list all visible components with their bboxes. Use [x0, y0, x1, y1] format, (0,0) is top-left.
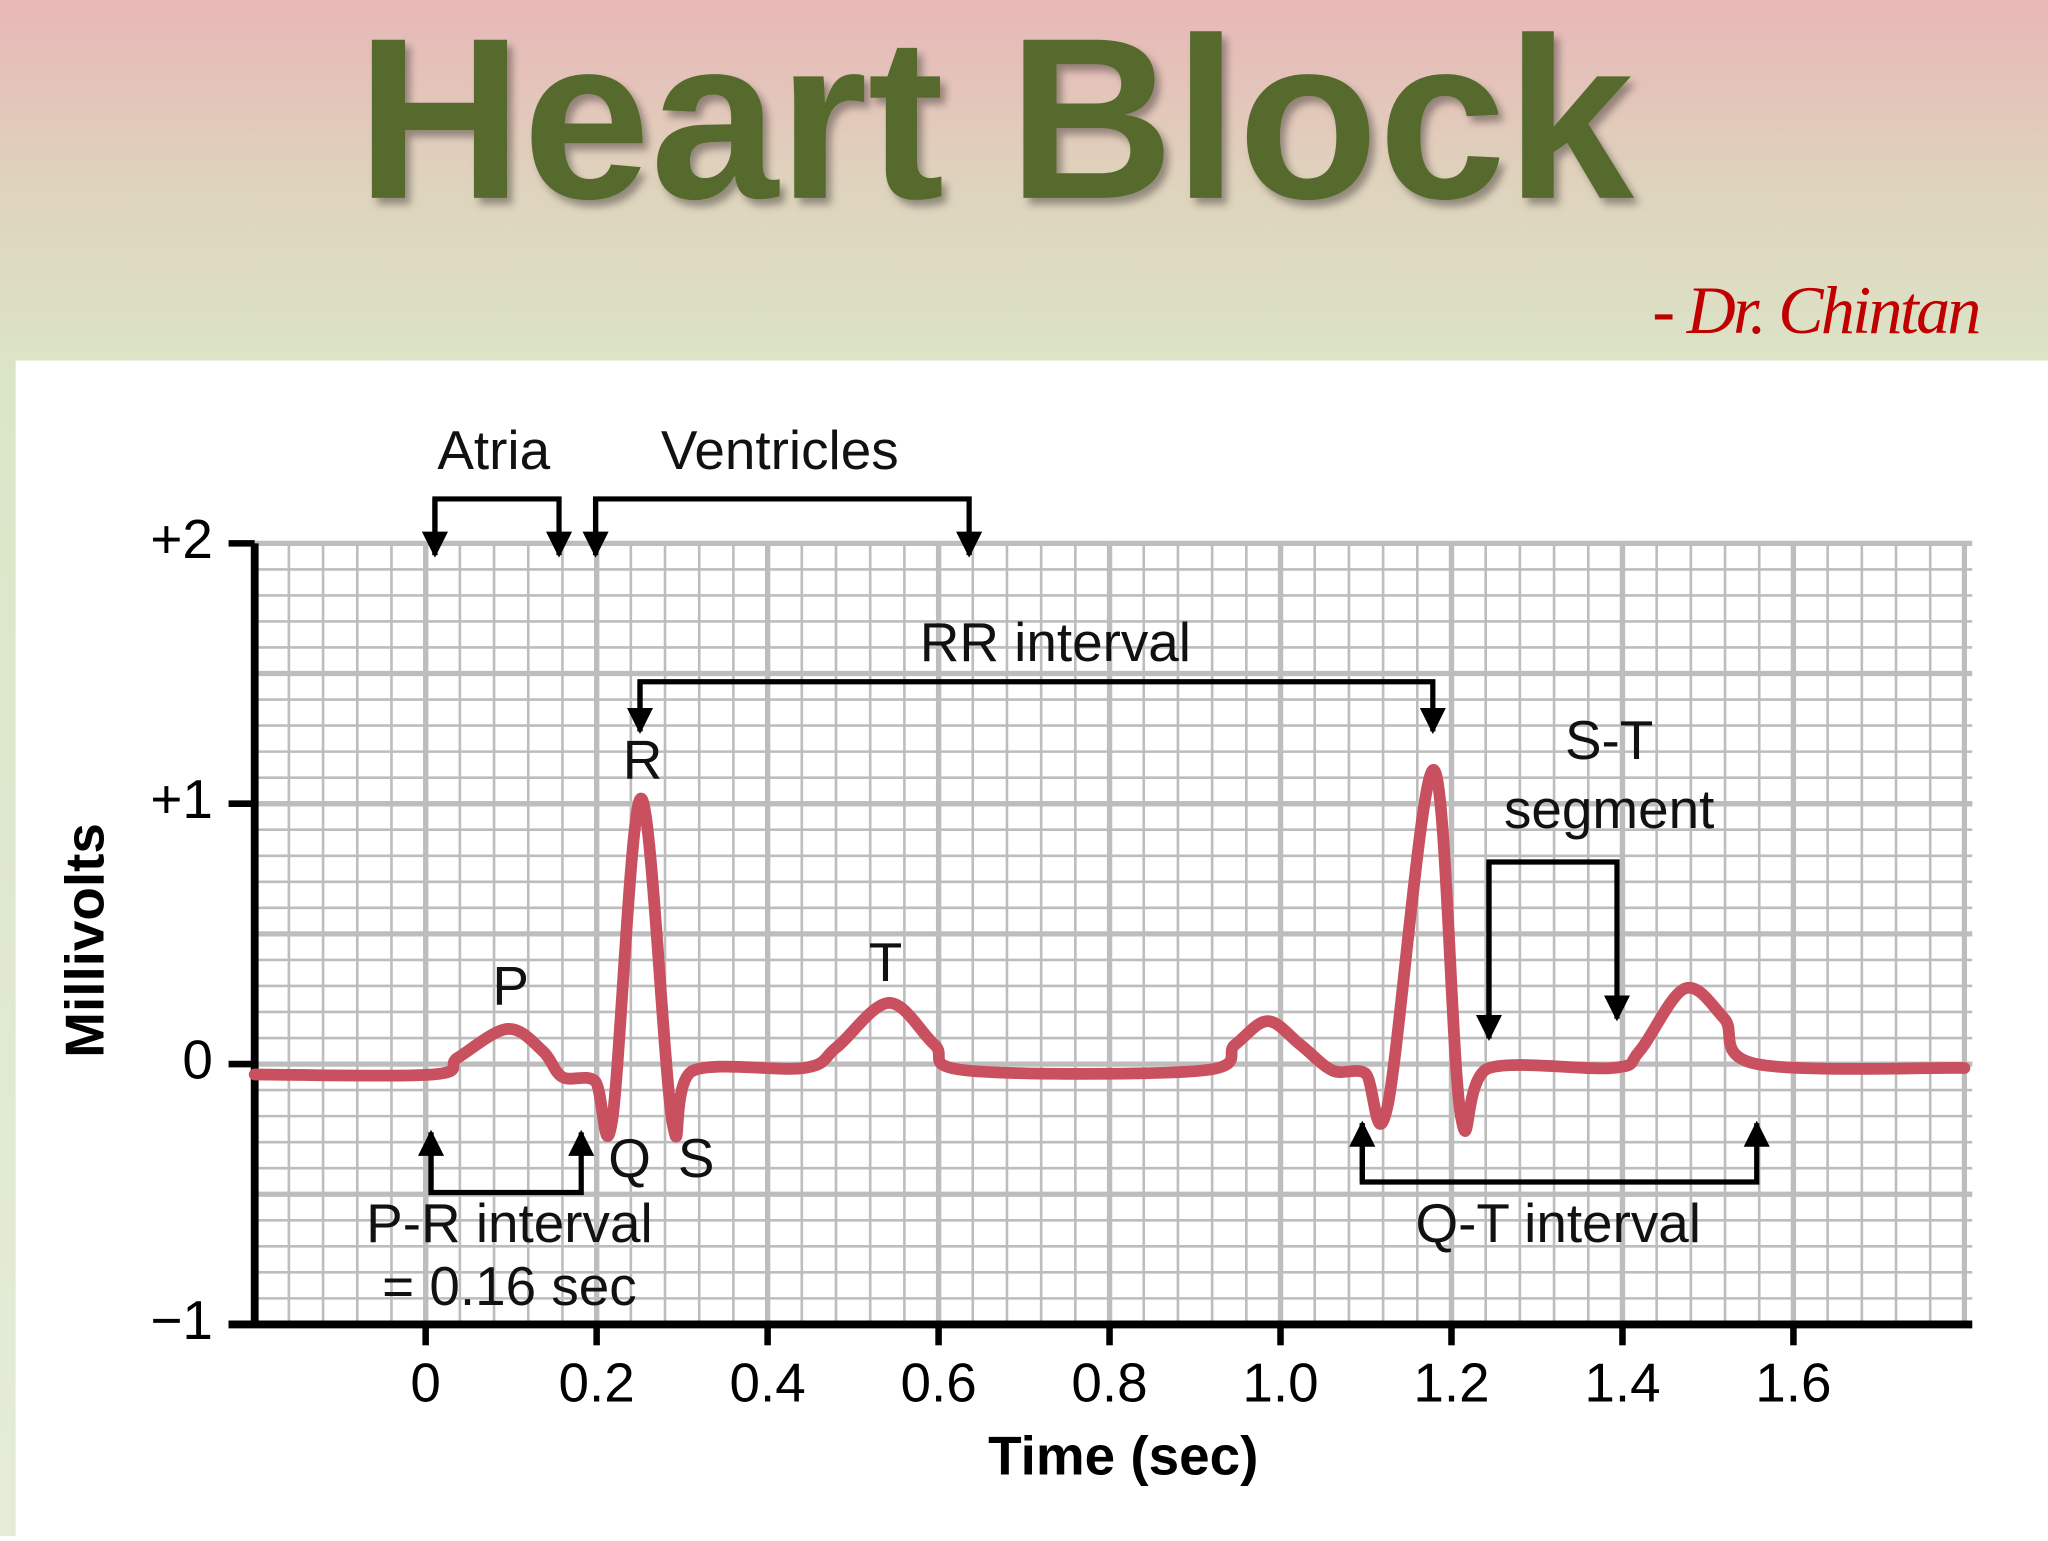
annotation: segment	[1504, 778, 1714, 840]
x-tick-label: 0.6	[900, 1352, 976, 1414]
x-tick-label: 1.0	[1242, 1352, 1318, 1414]
y-tick-label: +1	[150, 768, 213, 830]
annotation: P	[492, 955, 529, 1017]
ecg-line	[248, 763, 1971, 1143]
x-tick-label: 0.2	[559, 1352, 635, 1414]
annotation: = 0.16 sec	[382, 1255, 637, 1317]
x-tick-label: 1.4	[1584, 1352, 1660, 1414]
annotation: S-T	[1565, 709, 1653, 771]
annotations: Atria Ventricles RR interval R P T Q S S…	[366, 419, 1770, 1317]
author: - Dr. Chintan	[1652, 272, 1979, 348]
annotation: T	[869, 931, 903, 993]
y-tick-label: 0	[182, 1029, 213, 1091]
x-axis-label: Time (sec)	[988, 1425, 1258, 1487]
y-axis-label: Millivolts	[53, 823, 115, 1058]
title: Heart Block	[357, 0, 1636, 247]
annotation: Atria	[437, 419, 550, 481]
annotation: Q	[608, 1127, 651, 1189]
x-tick-label: 0.4	[729, 1352, 805, 1414]
grid	[254, 540, 1973, 1328]
x-tick-label: 0.8	[1071, 1352, 1147, 1414]
annotation: S	[678, 1127, 715, 1189]
x-tick-label: 1.6	[1755, 1352, 1831, 1414]
plot: −1 0 +1 +2 0 0.2 0.4 0.6 0.8 1.0 1.2 1.4 1.6	[150, 508, 1973, 1414]
annotation: Q-T interval	[1415, 1192, 1700, 1254]
x-tick-label: 0	[410, 1352, 441, 1414]
annotation: P-R interval	[366, 1192, 652, 1254]
annotation: Ventricles	[661, 419, 899, 481]
x-tick-label: 1.2	[1413, 1352, 1489, 1414]
y-tick-label: −1	[150, 1289, 213, 1351]
y-tick-label: +2	[150, 508, 213, 570]
annotation: RR interval	[920, 611, 1191, 673]
annotation: R	[623, 729, 663, 791]
